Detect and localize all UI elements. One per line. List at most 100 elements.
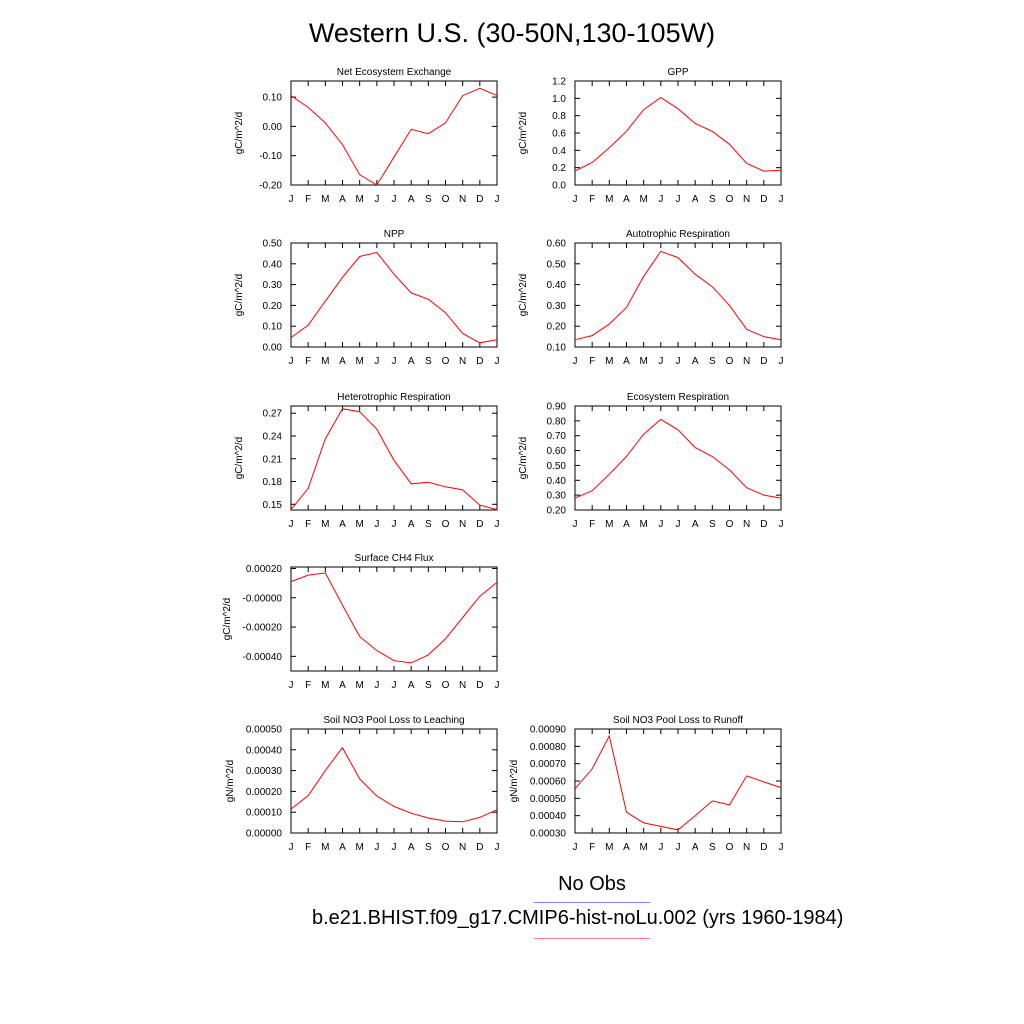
data-point [694,814,696,816]
data-point [608,473,610,475]
x-tick-label: J [392,842,397,853]
x-tick-label: J [573,519,578,530]
x-tick-label: F [305,842,311,853]
y-tick-label: 0.24 [263,431,283,442]
x-tick-label: A [339,356,346,367]
x-tick-label: N [743,842,750,853]
data-point [461,616,463,618]
x-tick-label: J [374,842,379,853]
x-tick-label: O [442,194,450,205]
data-point [745,487,747,489]
y-tick-label: 0.00020 [246,564,283,575]
x-tick-label: S [709,842,716,853]
data-point [376,428,378,430]
x-tick-label: M [355,519,363,530]
y-axis-label: gC/m^2/d [234,274,245,317]
x-tick-label: M [321,194,329,205]
x-tick-label: O [726,356,734,367]
data-point [694,122,696,124]
x-tick-label: D [760,194,767,205]
x-tick-label: M [605,842,613,853]
x-tick-label: J [779,842,784,853]
x-tick-label: J [658,194,663,205]
y-tick-label: 0.90 [547,402,567,413]
legend-model-label: b.e21.BHIST.f09_g17.CMIP6-hist-noLu.002 … [312,907,844,929]
data-point [307,106,309,108]
y-tick-label: 0.18 [263,477,283,488]
data-point [358,174,360,176]
y-tick-label: 0.00040 [246,745,283,756]
data-point [444,311,446,313]
x-tick-label: M [321,519,329,530]
data-point [763,170,765,172]
data-point [479,595,481,597]
data-point [574,339,576,341]
data-point [290,580,292,582]
data-point [410,292,412,294]
panel-title: NPP [384,229,405,240]
data-point [410,128,412,130]
x-tick-label: J [374,519,379,530]
x-tick-label: J [573,194,578,205]
x-tick-label: S [425,356,432,367]
y-tick-label: 0.8 [552,111,566,122]
x-tick-label: A [623,519,630,530]
data-point [479,816,481,818]
panel-title: Ecosystem Respiration [627,392,729,403]
data-point [745,775,747,777]
data-point [410,483,412,485]
y-tick-label: 0.30 [547,301,567,312]
x-tick-label: D [760,842,767,853]
x-tick-label: J [392,519,397,530]
data-point [290,94,292,96]
y-tick-label: 0.30 [263,280,283,291]
data-point [427,654,429,656]
data-point [711,455,713,457]
x-tick-label: J [676,194,681,205]
series-line [574,734,782,831]
plot-frame [290,405,498,511]
y-tick-label: 0.00050 [530,794,567,805]
plot-frame [290,728,498,834]
series-line [290,251,498,344]
data-point [376,649,378,651]
data-point [642,433,644,435]
y-tick-label: 0.00030 [246,766,283,777]
x-tick-label: S [425,680,432,691]
x-tick-label: M [355,356,363,367]
x-tick-label: J [495,842,500,853]
y-tick-label: 0.50 [263,239,283,250]
x-tick-label: J [374,356,379,367]
x-tick-label: J [676,842,681,853]
x-tick-label: O [442,842,450,853]
legend-obs-label: No Obs [558,873,626,895]
data-point [496,581,498,583]
x-tick-label: M [639,519,647,530]
x-tick-label: O [726,842,734,853]
plot-frame [574,80,782,186]
x-tick-label: J [289,356,294,367]
x-tick-label: J [573,842,578,853]
x-tick-label: N [459,680,466,691]
data-point [642,822,644,824]
panel-title: Soil NO3 Pool Loss to Leaching [323,715,464,726]
data-point [479,87,481,89]
x-tick-label: O [726,519,734,530]
data-point [324,122,326,124]
x-tick-label: O [442,519,450,530]
x-tick-label: O [442,356,450,367]
y-axis-label: gC/m^2/d [518,274,529,317]
data-point [410,662,412,664]
y-tick-label: 0.20 [547,322,567,333]
plot-frame [574,728,782,834]
x-tick-label: J [573,356,578,367]
x-tick-label: N [743,194,750,205]
x-tick-label: A [623,194,630,205]
data-point [393,273,395,275]
data-point [591,489,593,491]
